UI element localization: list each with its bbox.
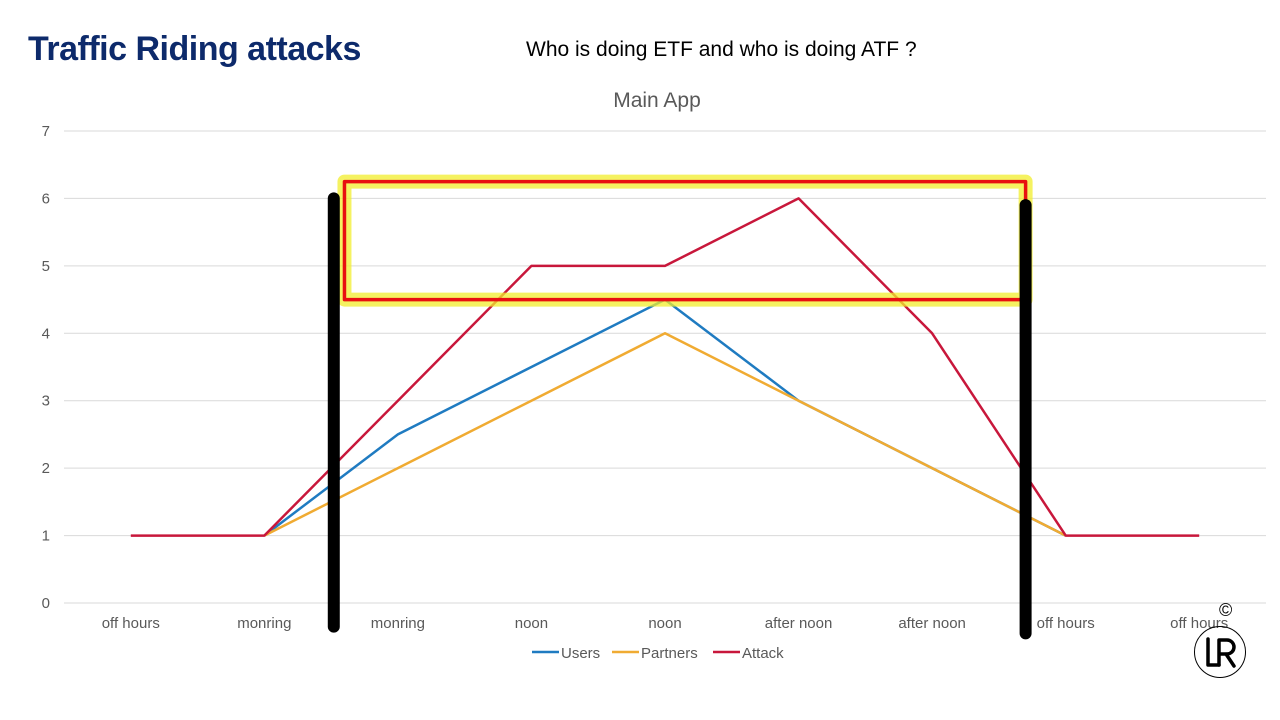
y-axis-ticks: 0 1 2 3 4 5 6 7 (42, 123, 50, 612)
chart-title: Main App (613, 89, 701, 112)
y-tick-label: 0 (42, 595, 50, 612)
x-axis-ticks: off hours monring monring noon noon after noo… (102, 615, 1229, 632)
y-tick-label: 4 (42, 325, 50, 342)
legend: Users Partners Attack (532, 645, 784, 662)
y-tick-label: 3 (42, 393, 50, 410)
x-tick-label: monring (237, 615, 291, 632)
legend-label-attack: Attack (742, 645, 784, 662)
x-tick-label: after noon (898, 615, 966, 632)
annotations (327, 174, 1033, 640)
x-tick-label: noon (648, 615, 681, 632)
legend-label-users: Users (561, 645, 600, 662)
y-tick-label: 7 (42, 123, 50, 140)
legend-label-partners: Partners (641, 645, 698, 662)
highlight-box (342, 179, 1028, 302)
lr-logo (1194, 626, 1246, 678)
series-line-users (263, 298, 1067, 537)
highlight-box-glow (337, 174, 1033, 307)
x-tick-label: monring (371, 615, 425, 632)
copyright-symbol: © (1219, 600, 1233, 620)
y-tick-label: 2 (42, 460, 50, 477)
x-tick-label: off hours (102, 615, 160, 632)
y-tick-label: 1 (42, 528, 50, 545)
x-tick-label: off hours (1037, 615, 1095, 632)
series-line-partners (263, 332, 1067, 537)
series-lines (130, 197, 1200, 537)
slide-subtitle: Who is doing ETF and who is doing ATF ? (526, 38, 917, 61)
x-tick-label: after noon (765, 615, 833, 632)
lr-logo-icon (1206, 637, 1236, 668)
slide-title: Traffic Riding attacks (28, 30, 361, 68)
y-tick-label: 5 (42, 258, 50, 275)
series-line-attack (130, 197, 1200, 537)
y-tick-label: 6 (42, 190, 50, 207)
x-tick-label: noon (515, 615, 548, 632)
gridlines (64, 130, 1266, 604)
